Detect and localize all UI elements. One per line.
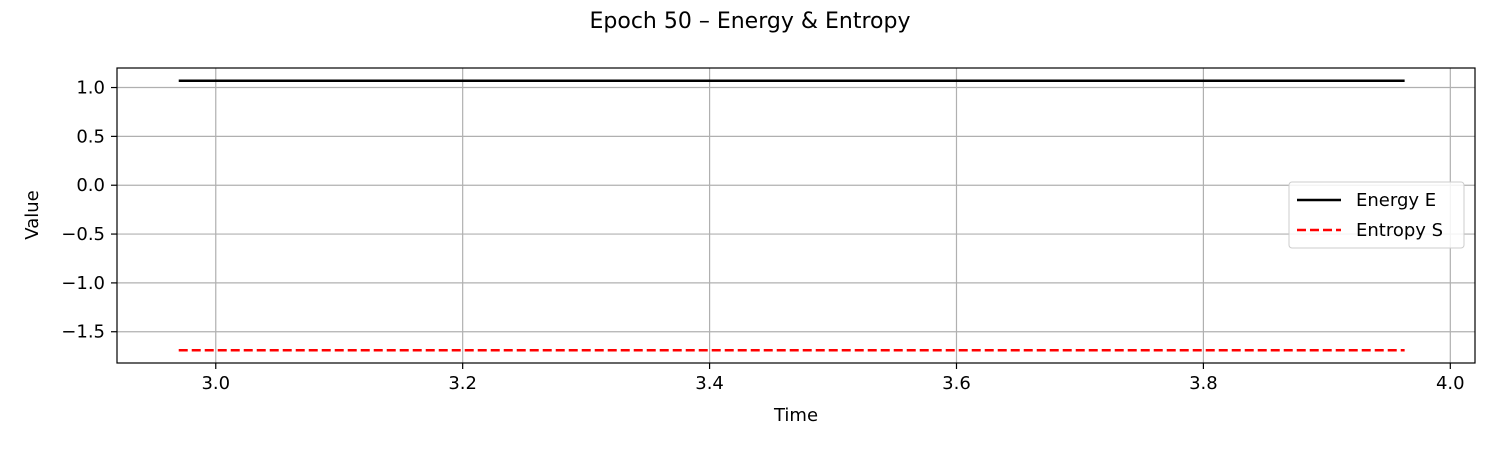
series-layer: [178, 79, 1405, 352]
y-tick-label: −1.0: [61, 273, 105, 294]
x-tick-label: 4.0: [1436, 373, 1465, 394]
grid: [117, 68, 1475, 363]
y-tick-label: −0.5: [61, 224, 105, 245]
x-tick-label: 3.4: [695, 373, 724, 394]
legend-box: [1288, 181, 1465, 249]
y-tick-label: 0.0: [76, 175, 105, 196]
y-axis-label: Value: [22, 190, 43, 239]
x-axis-label: Time: [773, 405, 818, 426]
y-tick-label: 0.5: [76, 126, 105, 147]
x-tick-label: 3.6: [942, 373, 971, 394]
x-tick-label: 3.2: [448, 373, 477, 394]
y-tick-label: 1.0: [76, 78, 105, 99]
x-tick-label: 3.0: [201, 373, 230, 394]
y-tick-label: −1.5: [61, 322, 105, 343]
legend-label-energy: Energy E: [1356, 190, 1436, 211]
x-tick-label: 3.8: [1189, 373, 1218, 394]
plot-area: [116, 67, 1476, 364]
ticks: 3.0 3.2 3.4 3.6 3.8 4.0 1.0 0.5 0.0 −0.5 −1.0 −1.5: [61, 78, 1464, 394]
chart-title: Epoch 50 – Energy & Entropy: [590, 9, 911, 34]
legend: Energy E Entropy S: [1288, 181, 1465, 249]
legend-label-entropy: Entropy S: [1356, 220, 1443, 241]
